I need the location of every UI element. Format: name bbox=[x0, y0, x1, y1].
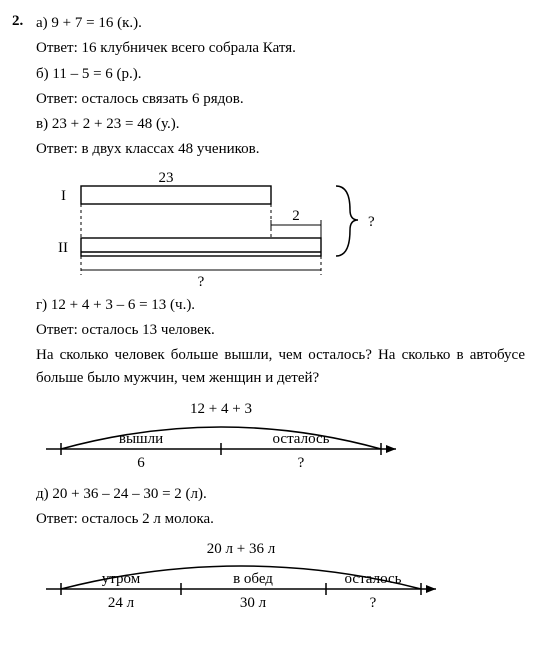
problem-number: 2. bbox=[12, 10, 23, 33]
part-b-expr: б) 11 – 5 = 6 (р.). bbox=[36, 63, 525, 86]
diagram3-s3: осталось bbox=[345, 571, 402, 587]
diagram1-bar-I bbox=[81, 186, 271, 204]
diagram2-right-label: осталось bbox=[273, 431, 330, 447]
part-a-answer: Ответ: 16 клубничек всего собрала Катя. bbox=[36, 37, 525, 60]
diagram-arc-3part: 20 л + 36 л утром в обед осталось 24 л 3… bbox=[36, 539, 525, 619]
diagram1-q-bottom: ? bbox=[198, 274, 205, 290]
diagram2-bottom-right: ? bbox=[298, 455, 305, 471]
diagram1-label-II: II bbox=[58, 240, 68, 256]
diagram1-q-total: ? bbox=[368, 214, 375, 230]
diagram-bars: I 23 II 2 ? ? bbox=[36, 170, 525, 290]
diagram3-b1: 24 л bbox=[108, 595, 135, 611]
diagram1-brace bbox=[336, 186, 358, 256]
part-v-answer: Ответ: в двух классах 48 учеников. bbox=[36, 138, 525, 161]
diagram3-b3: ? bbox=[370, 595, 377, 611]
part-a-expr: а) 9 + 7 = 16 (к.). bbox=[36, 12, 525, 35]
part-g-question: На сколько человек больше вышли, чем ост… bbox=[36, 344, 525, 391]
part-g-expr: г) 12 + 4 + 3 – 6 = 13 (ч.). bbox=[36, 294, 525, 317]
diagram2-arrow bbox=[386, 445, 396, 453]
diagram3-s2: в обед bbox=[233, 571, 273, 587]
part-g-answer: Ответ: осталось 13 человек. bbox=[36, 319, 525, 342]
diagram1-value-2: 2 bbox=[292, 208, 300, 224]
part-v-expr: в) 23 + 2 + 23 = 48 (у.). bbox=[36, 113, 525, 136]
diagram3-b2: 30 л bbox=[240, 595, 267, 611]
part-d-expr: д) 20 + 36 – 24 – 30 = 2 (л). bbox=[36, 483, 525, 506]
part-b-answer: Ответ: осталось связать 6 рядов. bbox=[36, 88, 525, 111]
diagram-arc-2part: 12 + 4 + 3 вышли осталось 6 ? bbox=[36, 399, 525, 479]
diagram1-bar-II-outer bbox=[81, 238, 321, 256]
diagram3-s1: утром bbox=[102, 571, 141, 587]
diagram1-top-value: 23 bbox=[159, 170, 174, 186]
diagram2-top: 12 + 4 + 3 bbox=[190, 401, 252, 417]
diagram2-left-label: вышли bbox=[119, 431, 163, 447]
part-d-answer: Ответ: осталось 2 л молока. bbox=[36, 508, 525, 531]
diagram2-bottom-left: 6 bbox=[137, 455, 145, 471]
diagram3-arrow bbox=[426, 585, 436, 593]
diagram1-label-I: I bbox=[61, 188, 66, 204]
diagram3-top: 20 л + 36 л bbox=[207, 541, 276, 557]
